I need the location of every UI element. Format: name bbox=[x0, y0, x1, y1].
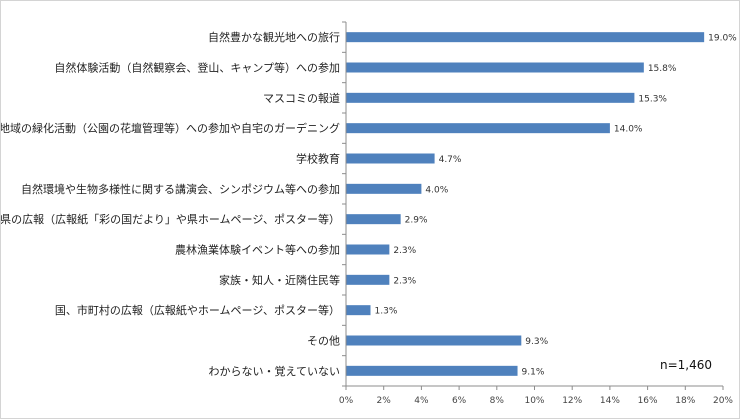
category-label: その他 bbox=[307, 335, 340, 348]
bars-group: 自然豊かな観光地への旅行 19.0% 自然体験活動（自然観察会、登山、キャンプ等）へ… bbox=[1, 30, 737, 378]
x-tick-label: 2% bbox=[377, 396, 392, 406]
category-label: 自然豊かな観光地への旅行 bbox=[208, 30, 340, 44]
bar bbox=[346, 32, 705, 43]
x-tick-label: 10% bbox=[524, 396, 544, 406]
bar bbox=[346, 62, 644, 73]
bar bbox=[346, 183, 422, 194]
value-label: 15.3% bbox=[638, 94, 667, 104]
value-label: 14.0% bbox=[614, 125, 643, 135]
value-label: 2.3% bbox=[393, 276, 416, 286]
value-label: 9.3% bbox=[525, 337, 548, 347]
category-label: 県の広報（広報紙「彩の国だより」や県ホームページ、ポスター等） bbox=[1, 212, 340, 226]
category-label: 地域の緑化活動（公園の花壇管理等）への参加や自宅のガーデニング bbox=[1, 121, 340, 135]
x-tick-label: 16% bbox=[638, 396, 658, 406]
x-tick-label: 4% bbox=[414, 396, 429, 406]
value-label: 2.9% bbox=[405, 216, 428, 226]
axes-group: 0% 2% 4% 6% 8% 10% 12% 14% 16% 18% 20% bbox=[339, 21, 733, 406]
category-label: マスコミの報道 bbox=[263, 91, 340, 105]
category-label: わからない・覚えていない bbox=[209, 365, 340, 378]
category-label: 自然環境や生物多様性に関する講演会、シンポジウム等への参加 bbox=[21, 182, 340, 196]
x-tick-label: 20% bbox=[713, 396, 733, 406]
value-label: 9.1% bbox=[522, 367, 545, 377]
value-label: 1.3% bbox=[375, 307, 398, 317]
category-label: 自然体験活動（自然観察会、登山、キャンプ等）への参加 bbox=[54, 61, 340, 75]
x-tick-label: 12% bbox=[562, 396, 582, 406]
x-tick-label: 8% bbox=[490, 396, 505, 406]
category-label: 家族・知人・近隣住民等 bbox=[219, 273, 340, 287]
bar bbox=[346, 244, 390, 255]
sample-size-note: n=1,460 bbox=[660, 358, 713, 372]
bar bbox=[346, 123, 610, 134]
x-tick-label: 14% bbox=[600, 396, 620, 406]
bar bbox=[346, 153, 435, 164]
value-label: 4.7% bbox=[439, 155, 462, 165]
bar bbox=[346, 335, 522, 346]
value-label: 15.8% bbox=[648, 64, 677, 74]
bar bbox=[346, 365, 518, 376]
value-label: 4.0% bbox=[425, 185, 448, 195]
x-tick-label: 0% bbox=[339, 396, 354, 406]
bar bbox=[346, 274, 390, 285]
category-label: 学校教育 bbox=[296, 152, 340, 166]
value-label: 2.3% bbox=[393, 246, 416, 256]
x-tick-label: 18% bbox=[675, 396, 695, 406]
x-tick-label: 6% bbox=[452, 396, 467, 406]
bar bbox=[346, 214, 401, 225]
value-label: 19.0% bbox=[708, 34, 737, 44]
category-label: 国、市町村の広報（広報紙やホームページ、ポスター等） bbox=[55, 303, 340, 317]
category-label: 農林漁業体験イベント等への参加 bbox=[175, 243, 340, 257]
bar bbox=[346, 305, 371, 316]
bar bbox=[346, 92, 635, 103]
